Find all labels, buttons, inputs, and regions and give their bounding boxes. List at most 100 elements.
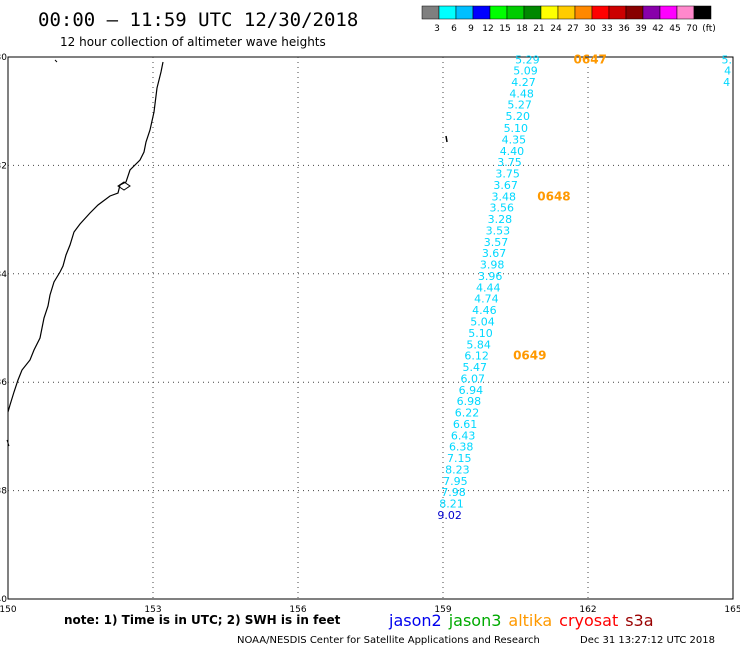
swh-value: 6.12 [464, 350, 489, 363]
colorbar-label: 42 [652, 24, 663, 34]
colorbar-swatch [421, 5, 440, 20]
swh-value: 3.75 [497, 156, 522, 169]
colorbar: 3 6 9 12 15 18 21 24 27 30 33 36 39 42 45 70 (ft) [421, 5, 716, 34]
swh-value: 5.84 [466, 338, 491, 351]
coastline-islet [445, 135, 448, 143]
swh-value: 3.57 [484, 236, 509, 249]
swh-value: 3.96 [478, 270, 503, 283]
swh-value: 4.74 [474, 293, 499, 306]
swh-value: 4.40 [500, 145, 525, 158]
colorbar-swatch [574, 5, 593, 20]
swh-value: 4.27 [511, 76, 536, 89]
plot-frame [7, 56, 734, 600]
swh-value: 7.15 [447, 452, 472, 465]
satellite-legend-jason3: jason3 [448, 611, 502, 630]
swh-value: 9.02 [437, 509, 462, 522]
swh-value: 6.61 [453, 418, 478, 431]
y-tick-label: -38 [0, 487, 7, 497]
swh-value: 4.35 [502, 133, 527, 146]
swh-value: 4.44 [476, 281, 501, 294]
swh-value: 6.38 [449, 441, 474, 454]
swh-value: 6.22 [455, 407, 480, 420]
colorbar-label: 36 [618, 24, 630, 34]
swh-value: 3.28 [488, 213, 513, 226]
coastline [7, 61, 164, 413]
swh-value: 5. [722, 54, 733, 67]
colorbar-swatch [489, 5, 508, 20]
x-tick-label: 165 [724, 605, 740, 615]
coastline-fragment-north [54, 59, 58, 63]
pass-time-label: 0649 [513, 349, 546, 363]
colorbar-swatch [540, 5, 559, 20]
swh-value: 6.43 [451, 429, 476, 442]
swh-value: 3.56 [490, 202, 515, 215]
swh-value: 5.47 [462, 361, 487, 374]
grid-lines [8, 57, 733, 599]
y-tick-label: -36 [0, 378, 7, 388]
swh-value: 3.67 [493, 179, 518, 192]
swh-value: 4 [724, 65, 731, 78]
swh-value: 5.09 [513, 65, 538, 78]
swh-value: 6.94 [459, 384, 484, 397]
pass-time-label: 0647 [574, 53, 607, 67]
generated-timestamp: Dec 31 13:27:12 UTC 2018 [580, 635, 715, 646]
swh-value: 8.21 [439, 498, 464, 511]
colorbar-label: 27 [567, 24, 578, 34]
colorbar-swatch [659, 5, 678, 20]
x-tick-label: 150 [0, 605, 17, 615]
credit-text: NOAA/NESDIS Center for Satellite Applica… [237, 635, 540, 646]
swh-value: 7.95 [443, 475, 468, 488]
axis-ticks: 150 153 156 159 162 165 -30 -32 -34 -36 -38 -40 [0, 53, 740, 615]
swh-values: 5.295.094.274.485.275.205.104.354.403.75… [437, 54, 732, 522]
pass-time-label: 0648 [537, 189, 570, 203]
swh-value: 3.67 [482, 247, 507, 260]
swh-value: 7.98 [441, 486, 466, 499]
colorbar-label: 15 [499, 24, 510, 34]
y-tick-label: -30 [0, 53, 7, 63]
colorbar-label: 9 [468, 24, 474, 34]
y-tick-label: -40 [0, 595, 7, 605]
colorbar-label: 21 [533, 24, 544, 34]
colorbar-label: 12 [482, 24, 493, 34]
colorbar-swatch [557, 5, 576, 20]
y-tick-label: -34 [0, 270, 7, 280]
swh-value: 3.48 [491, 190, 516, 203]
swh-value: 6.98 [457, 395, 482, 408]
colorbar-label: 30 [584, 24, 596, 34]
swh-value: 3.53 [486, 224, 511, 237]
colorbar-swatch [455, 5, 474, 20]
satellite-legend-altika: altika [508, 611, 552, 630]
colorbar-label: 3 [434, 24, 440, 34]
colorbar-label: 6 [451, 24, 457, 34]
colorbar-swatch [438, 5, 457, 20]
colorbar-label: 39 [635, 24, 647, 34]
chart-subtitle: 12 hour collection of altimeter wave hei… [60, 35, 326, 49]
satellite-legend: jason2 jason3 altika cryosat s3a [388, 611, 654, 630]
swh-value: 6.07 [461, 372, 486, 385]
chart-title: 00:00 – 11:59 UTC 12/30/2018 [38, 9, 358, 31]
legend-note: note: 1) Time is in UTC; 2) SWH is in fe… [64, 613, 341, 627]
swh-value: 4.46 [472, 304, 497, 317]
y-tick-label: -32 [0, 161, 7, 171]
colorbar-swatch [591, 5, 610, 20]
swh-value: 4 [723, 76, 730, 89]
swh-value: 5.29 [515, 54, 540, 67]
colorbar-swatch [642, 5, 661, 20]
swh-value: 5.10 [468, 327, 493, 340]
colorbar-label: 33 [601, 24, 612, 34]
swh-value: 3.98 [480, 259, 505, 272]
colorbar-label: 24 [550, 24, 562, 34]
colorbar-swatch [625, 5, 644, 20]
colorbar-swatch [506, 5, 525, 20]
colorbar-swatch [608, 5, 627, 20]
colorbar-swatch [523, 5, 542, 20]
swh-value: 3.75 [495, 168, 520, 181]
satellite-legend-cryosat: cryosat [559, 611, 618, 630]
coastline-fragment [6, 439, 10, 447]
satellite-legend-s3a: s3a [625, 611, 653, 630]
colorbar-swatch [472, 5, 491, 20]
colorbar-label: 70 [686, 24, 698, 34]
x-tick-label: 159 [434, 605, 451, 615]
colorbar-label: 45 [669, 24, 680, 34]
